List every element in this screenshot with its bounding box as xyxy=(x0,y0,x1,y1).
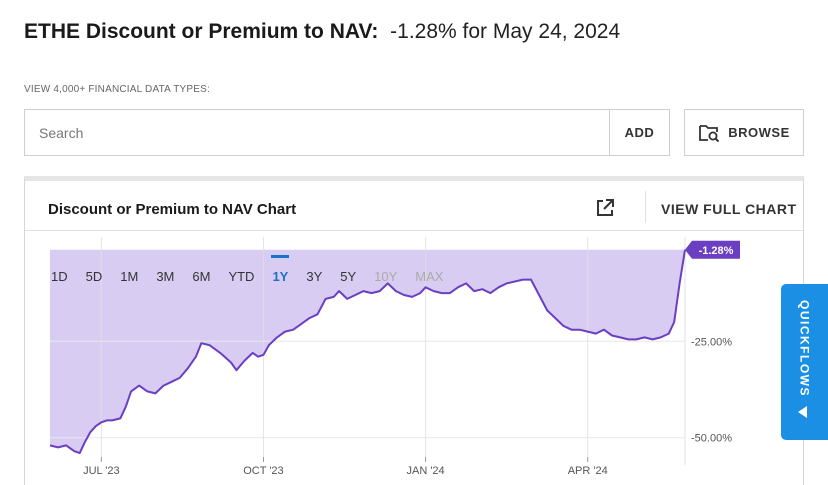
range-button-3y[interactable]: 3Y xyxy=(306,269,323,284)
latest-value-label: -1.28% xyxy=(699,245,734,257)
chart-panel: Discount or Premium to NAV Chart VIEW FU… xyxy=(24,176,804,485)
quickflows-tab[interactable]: QUICKFLOWS xyxy=(781,284,828,440)
quickflows-label: QUICKFLOWS xyxy=(797,300,812,397)
range-button-5d[interactable]: 5D xyxy=(85,269,103,284)
page-headline: ETHE Discount or Premium to NAV: -1.28% … xyxy=(24,20,620,44)
search-input[interactable] xyxy=(25,110,609,155)
range-button-3m[interactable]: 3M xyxy=(156,269,175,284)
data-types-label: VIEW 4,000+ FINANCIAL DATA TYPES: xyxy=(24,84,211,95)
y-tick-label: -25.00% xyxy=(691,336,732,348)
add-button[interactable]: ADD xyxy=(609,110,669,155)
browse-label: BROWSE xyxy=(728,125,790,140)
header-divider xyxy=(645,191,646,223)
folder-search-icon xyxy=(699,124,720,142)
range-button-10y: 10Y xyxy=(374,269,398,284)
chart-area: -25.00% -50.00% JUL '23 OCT '23 JAN '24 APR '… xyxy=(25,237,803,477)
range-button-ytd[interactable]: YTD xyxy=(228,269,255,284)
headline-value: -1.28% for May 24, 2024 xyxy=(390,20,621,43)
x-tick-label: JAN '24 xyxy=(407,465,445,477)
arrow-left-icon xyxy=(798,406,807,418)
y-tick-label: -50.00% xyxy=(691,433,732,445)
chart-svg: -25.00% -50.00% JUL '23 OCT '23 JAN '24 APR '… xyxy=(49,237,740,477)
series-line xyxy=(49,249,686,455)
x-tick-label: OCT '23 xyxy=(243,465,283,477)
search-bar: ADD xyxy=(24,109,670,156)
x-tick-label: APR '24 xyxy=(568,465,608,477)
range-button-6m[interactable]: 6M xyxy=(192,269,211,284)
range-button-1d[interactable]: 1D xyxy=(51,269,68,284)
external-link-icon[interactable] xyxy=(593,196,617,220)
view-full-chart-button[interactable]: VIEW FULL CHART xyxy=(661,201,797,217)
chart-title: Discount or Premium to NAV Chart xyxy=(48,201,297,218)
chart-panel-header: Discount or Premium to NAV Chart VIEW FU… xyxy=(25,181,803,231)
range-button-5y[interactable]: 5Y xyxy=(340,269,357,284)
headline-label: ETHE Discount or Premium to NAV: xyxy=(24,20,379,43)
series-area xyxy=(50,249,685,454)
latest-value-badge xyxy=(685,240,740,259)
range-button-max: MAX xyxy=(415,269,444,284)
range-selector: 1D 5D 1M 3M 6M YTD 1Y 3Y 5Y 10Y MAX xyxy=(51,255,461,291)
range-button-1y[interactable]: 1Y xyxy=(271,255,290,291)
x-tick-label: JUL '23 xyxy=(83,465,120,477)
range-button-1m[interactable]: 1M xyxy=(120,269,139,284)
browse-button[interactable]: BROWSE xyxy=(684,109,804,156)
